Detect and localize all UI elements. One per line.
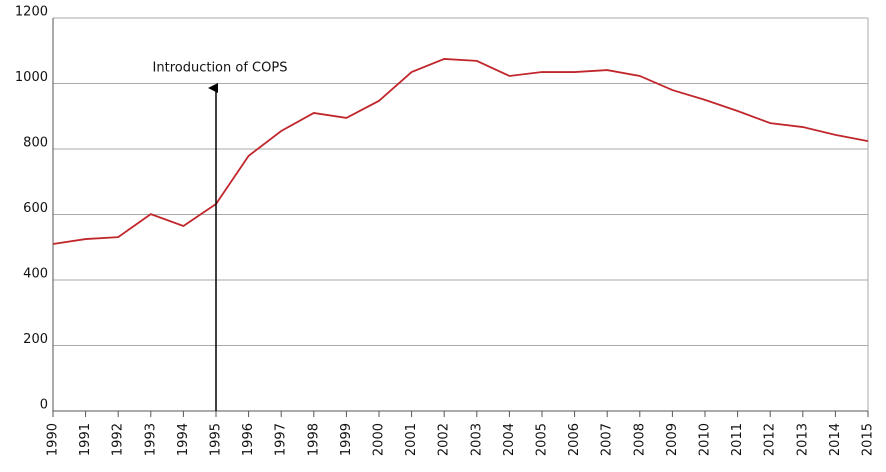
x-tick-label: 2008	[632, 423, 647, 456]
y-tick-label: 0	[40, 398, 48, 413]
x-tick-label: 2006	[567, 423, 582, 456]
x-tick-label: 2004	[502, 423, 517, 456]
x-tick-label: 1999	[339, 423, 354, 456]
x-tick-label: 2000	[372, 423, 387, 456]
y-tick-label: 400	[23, 267, 48, 282]
x-tick-label: 1994	[176, 423, 191, 456]
x-tick-label: 2002	[437, 423, 452, 456]
x-tick-label: 2005	[535, 423, 550, 456]
y-tick-label: 1000	[15, 70, 48, 85]
x-tick-label: 1992	[111, 423, 126, 456]
x-tick-label: 1990	[46, 423, 61, 456]
x-tick-label: 2010	[698, 423, 713, 456]
y-tick-label: 1200	[15, 5, 48, 20]
x-tick-label: 1998	[306, 423, 321, 456]
x-tick-label: 2012	[763, 423, 778, 456]
x-tick-label: 1996	[241, 423, 256, 456]
x-tick-label: 1997	[274, 423, 289, 456]
x-tick-label: 2003	[469, 423, 484, 456]
x-tick-label: 1991	[78, 423, 93, 456]
y-tick-label: 800	[23, 136, 48, 151]
x-tick-label: 2009	[665, 423, 680, 456]
y-tick-label: 200	[23, 332, 48, 347]
annotation: Introduction of COPS	[153, 61, 288, 76]
x-tick-label: 2011	[730, 423, 745, 456]
x-tick-label: 2014	[828, 423, 843, 456]
x-tick-label: 1993	[143, 423, 158, 456]
x-tick-label: 2001	[404, 423, 419, 456]
x-tick-label: 2007	[600, 423, 615, 456]
y-tick-label: 600	[23, 201, 48, 216]
x-tick-label: 2013	[795, 423, 810, 456]
x-tick-label: 1995	[209, 423, 224, 456]
data-line	[52, 58, 869, 245]
x-tick-label: 2015	[861, 423, 876, 456]
